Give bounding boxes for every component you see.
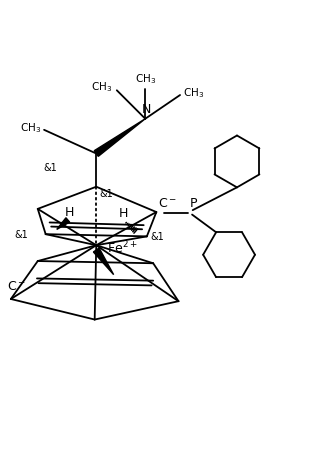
Text: Fe$^{2+}$: Fe$^{2+}$ — [107, 240, 138, 257]
Text: CH$_3$: CH$_3$ — [135, 73, 156, 86]
Text: N: N — [142, 103, 152, 116]
Text: CH$_3$: CH$_3$ — [91, 80, 112, 94]
Polygon shape — [94, 119, 145, 156]
Text: &1: &1 — [100, 189, 113, 199]
Text: C$^-$: C$^-$ — [7, 280, 26, 293]
Text: &1: &1 — [43, 163, 57, 173]
Polygon shape — [57, 218, 70, 230]
Text: CH$_3$: CH$_3$ — [183, 86, 204, 100]
Text: &1: &1 — [15, 230, 28, 240]
Text: H: H — [118, 207, 128, 220]
Text: H: H — [65, 206, 74, 219]
Text: CH$_3$: CH$_3$ — [20, 122, 41, 135]
Text: P: P — [189, 197, 197, 211]
Text: C$^-$: C$^-$ — [158, 197, 177, 211]
Polygon shape — [93, 248, 114, 274]
Text: &1: &1 — [150, 232, 164, 243]
